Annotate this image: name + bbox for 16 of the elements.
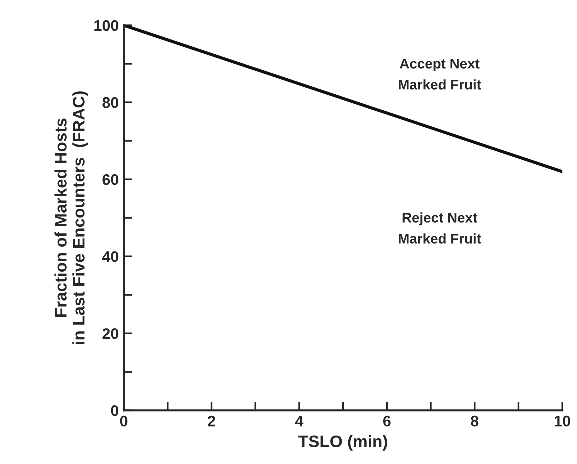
- x-tick-label: 4: [295, 416, 304, 427]
- y-tick-label: 60: [102, 174, 119, 186]
- annotation: Reject Next Marked Fruit: [399, 212, 482, 244]
- annotation: Accept Next Marked Fruit: [399, 59, 482, 90]
- y-tick-label: 80: [102, 97, 119, 108]
- y-tick-label: 40: [102, 251, 119, 262]
- y-tick-label: 100: [94, 20, 119, 32]
- x-tick-label: 2: [208, 416, 216, 427]
- y-axis-title: Fraction of Marked Hosts in Last Five Encounters (FRAC): [54, 92, 88, 344]
- x-axis-title: TSLO (min): [298, 435, 388, 451]
- x-tick-label: 10: [555, 416, 570, 427]
- y-tick-label: 0: [111, 406, 119, 416]
- x-tick-label: 6: [383, 416, 391, 427]
- x-tick-label: 8: [471, 416, 479, 427]
- x-tick-label: 0: [120, 416, 128, 427]
- y-tick-label: 20: [102, 328, 119, 340]
